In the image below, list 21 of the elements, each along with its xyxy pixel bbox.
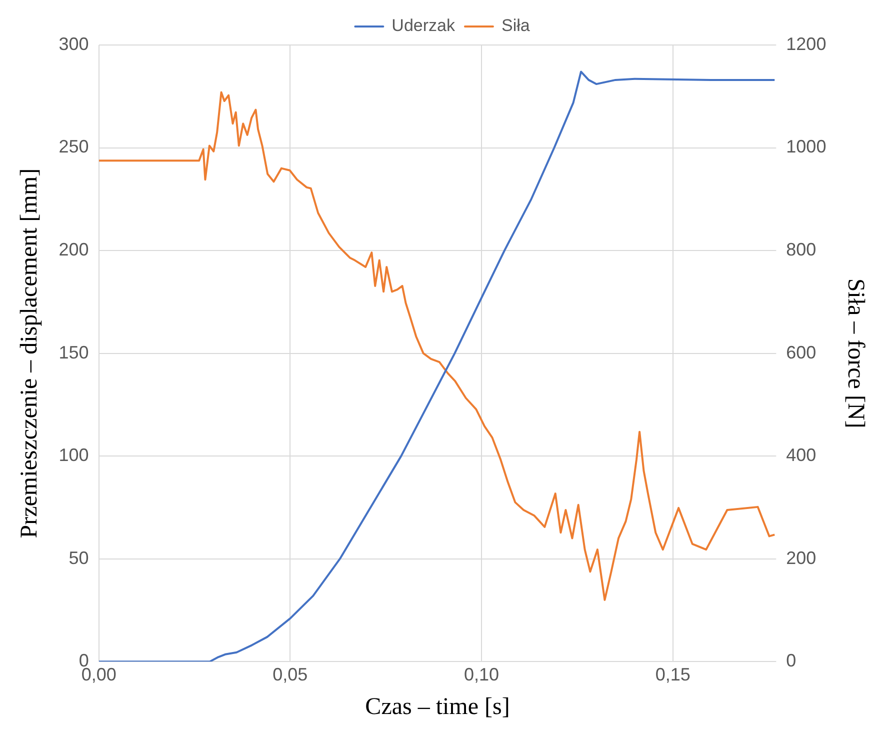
y2-tick-label: 400 [786, 445, 816, 466]
y2-tick-label: 1000 [786, 136, 826, 157]
x-tick-label: 0,05 [272, 664, 308, 684]
y2-tick-label: 200 [786, 548, 816, 568]
y-tick-label: 150 [58, 342, 89, 362]
x-tick-label: 0,15 [655, 664, 690, 684]
y-tick-label: 50 [68, 548, 89, 568]
y2-tick-label: 1200 [786, 34, 826, 54]
y2-tick-label: 600 [786, 342, 816, 362]
y-tick-label: 200 [58, 240, 89, 260]
legend-label: Uderzak [392, 16, 456, 36]
y2-axis-title: Siła – force [N] [842, 278, 868, 428]
y-tick-label: 250 [58, 136, 89, 157]
x-axis-title: Czas – time [s] [365, 694, 510, 720]
x-tick-label: 0,10 [464, 664, 500, 684]
y-tick-label: 100 [58, 445, 89, 466]
legend-label: Siła [501, 16, 530, 36]
y-tick-label: 300 [58, 34, 89, 54]
y2-tick-label: 800 [786, 240, 816, 260]
y2-tick-label: 0 [786, 650, 796, 671]
y-axis-title: Przemieszczenie – displacement [mm] [16, 168, 43, 538]
